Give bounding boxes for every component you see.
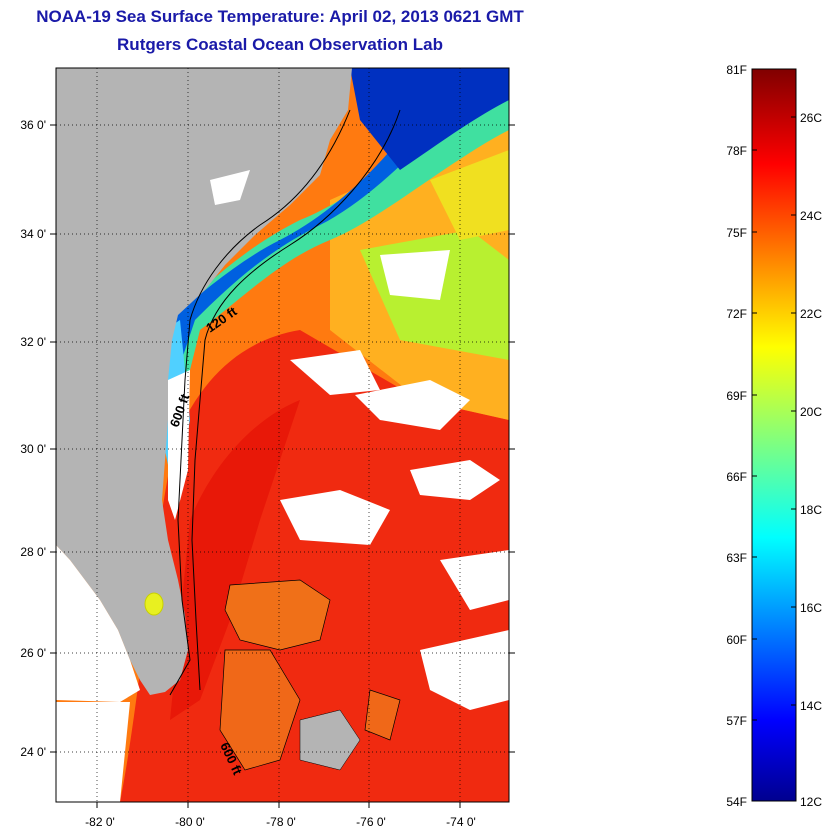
land-mass	[56, 68, 352, 695]
colorbar-f-label: 54F	[726, 795, 747, 809]
colorbar-c-label: 14C	[800, 699, 822, 713]
colorbar-ticks	[752, 116, 796, 721]
lon-label: -76 0'	[356, 815, 386, 829]
lat-label: 30 0'	[20, 442, 46, 456]
lat-label: 24 0'	[20, 745, 46, 759]
lat-label: 34 0'	[20, 227, 46, 241]
gulf-stream-region	[120, 330, 509, 802]
colorbar-c-label: 26C	[800, 111, 822, 125]
lon-label: -74 0'	[446, 815, 476, 829]
lake-okeechobee	[144, 592, 164, 616]
colorbar-f-label: 78F	[726, 144, 747, 158]
colorbar-c-label: 22C	[800, 307, 822, 321]
lat-label: 26 0'	[20, 646, 46, 660]
lon-label: -78 0'	[266, 815, 296, 829]
contour-120ft	[169, 109, 351, 696]
cold-coastal-water	[350, 68, 509, 170]
colorbar-c-label: 18C	[800, 503, 822, 517]
colorbar-f-label: 75F	[726, 226, 747, 240]
colorbar-f-label: 81F	[726, 63, 747, 77]
sst-map	[56, 68, 509, 802]
map-frame	[55, 67, 510, 803]
lon-label: -80 0'	[175, 815, 205, 829]
map-title: NOAA-19 Sea Surface Temperature: April 0…	[36, 7, 524, 26]
colorbar-f-label: 72F	[726, 307, 747, 321]
colorbar-c-label: 20C	[800, 405, 822, 419]
map-subtitle: Rutgers Coastal Ocean Observation Lab	[117, 35, 443, 54]
lon-label: -82 0'	[85, 815, 115, 829]
lat-label: 28 0'	[20, 545, 46, 559]
lat-label: 32 0'	[20, 335, 46, 349]
colorbar-c-label: 16C	[800, 601, 822, 615]
colorbar-f-label: 69F	[726, 389, 747, 403]
bahamas-bank	[224, 579, 331, 651]
colorbar-c-label: 12C	[800, 795, 822, 809]
colorbar-f-label: 66F	[726, 470, 747, 484]
axis-ticks	[50, 124, 515, 808]
colorbar	[751, 68, 797, 802]
colorbar-f-label: 63F	[726, 551, 747, 565]
contour-600ft	[191, 109, 401, 691]
colorbar-f-label: 60F	[726, 633, 747, 647]
lat-label: 36 0'	[20, 118, 46, 132]
colorbar-c-label: 24C	[800, 209, 822, 223]
colorbar-f-label: 57F	[726, 714, 747, 728]
cloud-mask	[168, 370, 190, 520]
